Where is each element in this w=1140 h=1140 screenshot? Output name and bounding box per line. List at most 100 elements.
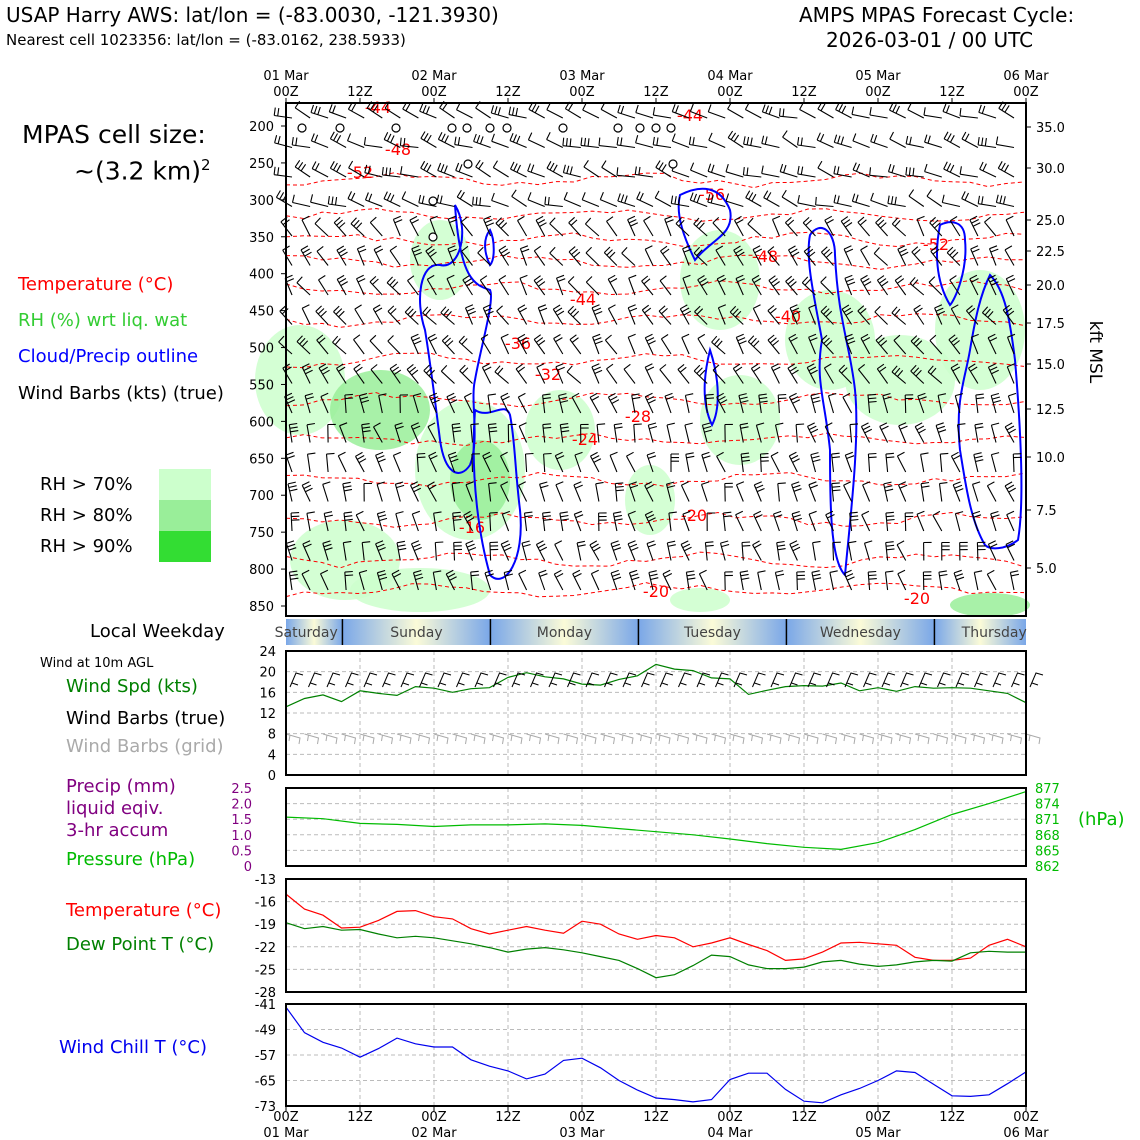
bottom-day-label-3: 04 Mar — [707, 1126, 753, 1140]
upper-wind-barb-197 — [487, 393, 496, 414]
upper-wind-barb-438 — [735, 481, 745, 502]
upper-wind-barb-254 — [538, 569, 548, 591]
upper-wind-barb-411 — [707, 194, 726, 208]
upper-wind-barb-607 — [920, 452, 929, 473]
upper-wind-barb-103 — [383, 132, 401, 148]
upper-wind-barb-672 — [987, 363, 999, 384]
upper-wind-barb-151 — [434, 541, 444, 561]
upper-wind-barb-640 — [956, 423, 966, 443]
upper-wind-barb-379 — [682, 245, 692, 266]
upper-wind-barb-671 — [987, 333, 998, 355]
upper-wind-barb-94 — [370, 364, 383, 384]
upper-wind-barb-396 — [693, 246, 708, 266]
upper-wind-barb-203 — [484, 569, 494, 591]
sfc-barb-grid-9 — [452, 733, 468, 745]
sfc-barb-grid-12 — [507, 733, 523, 745]
upper-wind-barb-659 — [971, 481, 981, 502]
calm-circle-4 — [462, 123, 472, 133]
upper-wind-barb-174 — [460, 216, 473, 237]
wind-tick-label-2: 16 — [259, 686, 276, 701]
sfc-barb-grid-40 — [1025, 733, 1041, 745]
upper-wind-barb-559 — [863, 540, 873, 561]
upper-wind-barb-648 — [959, 166, 978, 178]
upper-wind-barb-678 — [987, 540, 998, 561]
upper-wind-barb-538 — [849, 423, 859, 443]
upper-wind-barb-520 — [827, 392, 837, 414]
upper-wind-barb-597 — [905, 166, 924, 178]
upper-wind-barb-341 — [635, 135, 654, 149]
upper-wind-barb-63 — [337, 451, 347, 473]
upper-wind-barb-631 — [943, 161, 961, 178]
upper-wind-barb-406 — [704, 541, 714, 561]
upper-wind-barb-527 — [835, 102, 852, 119]
upper-wind-barb-101 — [376, 569, 388, 591]
upper-wind-barb-190 — [472, 196, 491, 208]
upper-wind-barb-605 — [917, 392, 927, 414]
upper-wind-barb-27 — [304, 392, 314, 414]
sfc-barb-grid-23 — [711, 733, 727, 745]
upper-wind-barb-370 — [665, 481, 676, 502]
upper-wind-barb-427 — [725, 163, 744, 178]
upper-wind-barb-497 — [802, 216, 816, 237]
upper-wind-barb-229 — [517, 333, 529, 355]
upper-wind-barb-85 — [366, 101, 383, 119]
calm-circle-6 — [502, 123, 512, 133]
upper-wind-barb-410 — [707, 163, 726, 178]
upper-wind-barb-444 — [742, 167, 762, 178]
upper-wind-barb-455 — [753, 481, 765, 502]
upper-wind-barb-598 — [908, 189, 925, 207]
upper-wind-barb-183 — [465, 481, 474, 502]
upper-wind-barb-224 — [511, 189, 527, 207]
upper-wind-barb-350 — [644, 392, 656, 414]
upper-wind-barb-658 — [973, 452, 984, 473]
temp-tick-label-0: -13 — [255, 873, 276, 888]
weekday-segment-1 — [342, 619, 491, 645]
temp-series-label: Temperature (°C) — [66, 900, 222, 921]
upper-wind-barb-512 — [817, 160, 834, 178]
upper-wind-barb-363 — [659, 275, 672, 296]
upper-wind-barb-69 — [346, 133, 365, 149]
upper-wind-barb-22 — [300, 245, 312, 266]
upper-wind-barb-232 — [518, 422, 528, 443]
upper-wind-barb-152 — [432, 570, 442, 591]
upper-wind-barb-259 — [549, 217, 564, 237]
wind-frame — [285, 650, 1027, 776]
upper-wind-barb-91 — [369, 275, 383, 296]
upper-wind-barb-106 — [392, 215, 403, 237]
upper-wind-barb-357 — [652, 107, 672, 119]
rh80-swatch — [159, 500, 211, 531]
upper-wind-barb-168 — [453, 541, 463, 561]
upper-wind-barb-600 — [911, 246, 925, 266]
rh90-label: RH > 90% — [40, 536, 133, 557]
upper-wind-barb-43 — [318, 363, 330, 384]
press-series-0 — [285, 791, 1027, 851]
kft-tick-label-7: 12.5 — [1036, 403, 1065, 418]
upper-wind-barb-493 — [799, 102, 816, 119]
upper-wind-barb-154 — [437, 131, 455, 148]
upper-wind-barb-492 — [796, 571, 806, 591]
upper-wind-barb-669 — [987, 274, 999, 296]
upper-wind-barb-624 — [939, 452, 949, 473]
upper-wind-barb-192 — [477, 246, 491, 266]
upper-wind-barb-525 — [832, 541, 841, 561]
upper-wind-barb-463 — [771, 215, 781, 237]
upper-wind-barb-462 — [763, 190, 780, 207]
upper-wind-barb-563 — [869, 167, 888, 178]
upper-wind-barb-321 — [610, 540, 622, 561]
upper-wind-barb-385 — [684, 422, 693, 443]
upper-wind-barb-502 — [806, 363, 818, 384]
upper-wind-barb-170 — [456, 102, 473, 119]
upper-wind-barb-399 — [697, 333, 708, 355]
upper-wind-barb-474 — [776, 540, 786, 561]
p-tick-label-10: 700 — [249, 489, 274, 504]
precip-label-1: Precip (mm) — [66, 776, 176, 797]
upper-wind-barb-0 — [273, 107, 293, 119]
p-tick-label-6: 500 — [249, 342, 274, 357]
cycle-time: 2026-03-01 / 00 UTC — [826, 28, 1034, 52]
upper-wind-barb-157 — [447, 215, 458, 237]
upper-wind-barb-629 — [942, 103, 961, 119]
upper-wind-barb-147 — [427, 422, 437, 443]
upper-wind-barb-118 — [391, 569, 402, 591]
upper-wind-barb-299 — [589, 392, 600, 414]
kft-tick-label-10: 5.0 — [1036, 562, 1057, 577]
